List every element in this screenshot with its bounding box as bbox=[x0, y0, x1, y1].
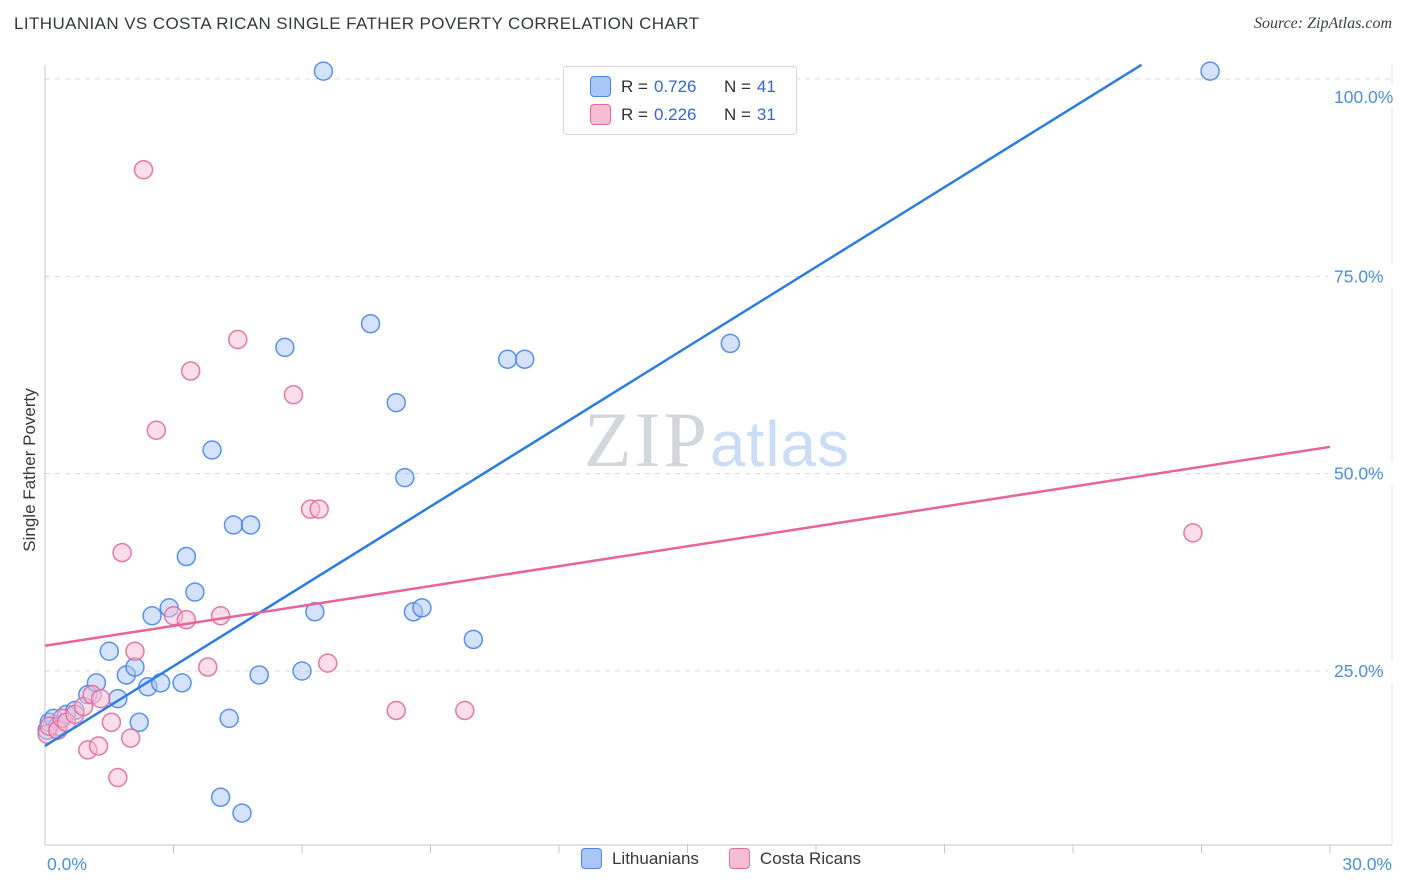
data-point-lithuanians bbox=[412, 598, 432, 618]
data-point-lithuanians bbox=[202, 440, 222, 460]
data-point-lithuanians bbox=[386, 392, 406, 413]
data-point-costa-ricans bbox=[283, 384, 304, 405]
data-point-lithuanians bbox=[99, 641, 119, 662]
x-max-label: 30.0% bbox=[1342, 854, 1392, 874]
costa-ricans-swatch-bottom bbox=[728, 848, 750, 869]
data-point-costa-ricans bbox=[228, 329, 248, 350]
trendline-lithuanians bbox=[44, 63, 1143, 748]
y-tick-label-bg bbox=[1328, 461, 1402, 486]
y-tick-label: 100.0% bbox=[1334, 87, 1393, 107]
r-label: R = bbox=[621, 104, 648, 124]
data-point-lithuanians bbox=[313, 61, 334, 81]
data-point-costa-ricans bbox=[133, 160, 154, 180]
y-tick-label: 50.0% bbox=[1334, 464, 1384, 484]
data-point-lithuanians bbox=[514, 349, 535, 369]
data-point-costa-ricans bbox=[112, 542, 132, 563]
y-tick-label-bg bbox=[1328, 659, 1402, 683]
data-point-lithuanians bbox=[395, 467, 415, 488]
data-point-costa-ricans bbox=[120, 728, 141, 748]
data-point-lithuanians bbox=[360, 313, 381, 334]
y-tick-label-bg bbox=[1328, 264, 1402, 289]
data-point-lithuanians bbox=[185, 582, 205, 602]
data-point-costa-ricans bbox=[180, 361, 201, 381]
data-point-costa-ricans bbox=[317, 653, 338, 673]
data-point-lithuanians bbox=[463, 629, 484, 650]
trendline-costa-ricans bbox=[44, 445, 1331, 647]
n-label: N = bbox=[723, 104, 751, 124]
data-point-lithuanians bbox=[223, 515, 244, 535]
legend-label-costa-ricans: Costa Ricans bbox=[759, 848, 862, 868]
lithuanians-swatch bbox=[590, 76, 611, 97]
bottom-legend: Lithuanians Costa Ricans bbox=[580, 848, 862, 869]
data-point-lithuanians bbox=[232, 803, 252, 823]
data-point-lithuanians bbox=[240, 515, 261, 535]
data-point-lithuanians bbox=[176, 546, 197, 567]
data-point-lithuanians bbox=[142, 605, 162, 626]
n-value-lithuanians: 41 bbox=[756, 76, 776, 96]
lithuanians-swatch-bottom bbox=[580, 848, 602, 869]
data-point-lithuanians bbox=[275, 337, 295, 358]
y-tick-label: 75.0% bbox=[1334, 266, 1384, 286]
data-point-costa-ricans bbox=[88, 736, 109, 756]
legend-row-costa-ricans: R = 0.226 N = 31 bbox=[590, 104, 776, 125]
data-point-lithuanians bbox=[1200, 61, 1220, 81]
data-point-costa-ricans bbox=[210, 605, 231, 626]
data-point-lithuanians bbox=[292, 661, 312, 681]
data-point-costa-ricans bbox=[101, 712, 122, 733]
data-point-costa-ricans bbox=[198, 657, 218, 677]
data-point-lithuanians bbox=[150, 673, 171, 693]
source-link[interactable]: Source: ZipAtlas.com bbox=[1253, 15, 1392, 32]
data-point-lithuanians bbox=[219, 708, 239, 729]
y-tick-label-bg bbox=[1328, 85, 1402, 109]
data-point-costa-ricans bbox=[386, 700, 406, 721]
legend-item-costa-ricans: Costa Ricans bbox=[728, 848, 862, 869]
n-value-costa-ricans: 31 bbox=[756, 104, 776, 124]
costa-ricans-swatch bbox=[590, 104, 611, 125]
data-point-costa-ricans bbox=[1183, 523, 1203, 543]
data-point-costa-ricans bbox=[455, 700, 475, 721]
data-point-lithuanians bbox=[720, 333, 741, 354]
data-point-lithuanians bbox=[129, 712, 149, 733]
legend-item-lithuanians: Lithuanians bbox=[580, 848, 699, 869]
data-point-lithuanians bbox=[210, 787, 231, 808]
x-min-label: 0.0% bbox=[47, 854, 87, 874]
page-title: LITHUANIAN VS COSTA RICAN SINGLE FATHER … bbox=[14, 14, 700, 33]
r-label: R = bbox=[621, 76, 648, 96]
data-point-lithuanians bbox=[249, 665, 269, 685]
y-tick-label: 25.0% bbox=[1334, 661, 1384, 681]
data-point-lithuanians bbox=[497, 349, 518, 369]
data-point-costa-ricans bbox=[90, 688, 111, 709]
legend-label-lithuanians: Lithuanians bbox=[611, 848, 699, 868]
n-label: N = bbox=[723, 76, 751, 96]
data-point-costa-ricans bbox=[108, 767, 128, 788]
r-value-costa-ricans: 0.226 bbox=[653, 104, 697, 124]
r-value-lithuanians: 0.726 bbox=[653, 76, 697, 96]
data-point-lithuanians bbox=[172, 673, 192, 693]
data-point-costa-ricans bbox=[309, 499, 329, 519]
legend-row-lithuanians: R = 0.726 N = 41 bbox=[590, 76, 776, 97]
legend-box: R = 0.726 N = 41 R = 0.226 N = 31 bbox=[563, 66, 797, 135]
data-point-costa-ricans bbox=[125, 641, 145, 662]
data-point-costa-ricans bbox=[146, 420, 167, 441]
